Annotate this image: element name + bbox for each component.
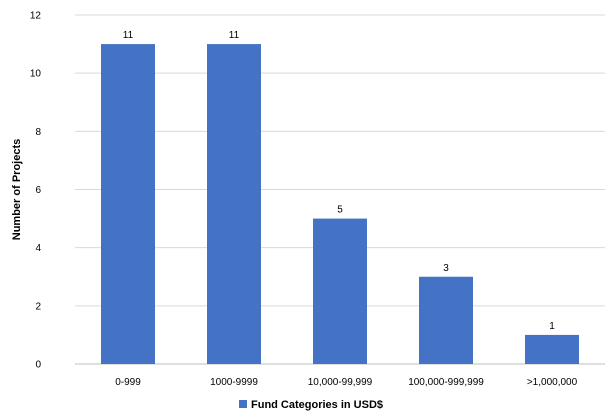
y-tick-label: 2 <box>35 301 41 312</box>
bar <box>419 276 473 364</box>
legend-swatch <box>239 400 247 408</box>
data-label: 3 <box>443 263 449 274</box>
data-labels: 11 11 5 3 1 <box>123 30 555 332</box>
bar <box>313 218 367 364</box>
data-label: 5 <box>337 205 343 216</box>
y-axis-title: Number of Projects <box>11 139 23 240</box>
y-tick-label: 6 <box>35 185 41 196</box>
x-tick-label: >1,000,000 <box>527 377 578 388</box>
data-label: 11 <box>229 30 240 41</box>
x-tick-label: 1000-9999 <box>210 377 258 388</box>
x-tick-label: 10,000-99,999 <box>308 377 373 388</box>
x-tick-label: 0-999 <box>115 377 141 388</box>
legend-label: Fund Categories in USD$ <box>251 399 383 411</box>
y-tick-label: 4 <box>35 243 41 254</box>
bar <box>525 334 579 364</box>
data-label: 11 <box>123 30 134 41</box>
x-tick-label: 100,000-999,999 <box>408 377 484 388</box>
y-tick-label: 12 <box>30 11 42 22</box>
bar <box>207 44 261 364</box>
y-tick-label: 0 <box>35 360 41 371</box>
legend: Fund Categories in USD$ <box>239 399 383 411</box>
y-tick-label: 10 <box>30 69 42 80</box>
data-label: 1 <box>549 321 555 332</box>
bar <box>101 44 155 364</box>
y-axis-ticks: 0 2 4 6 8 10 12 <box>30 11 42 371</box>
x-axis-ticks: 0-999 1000-9999 10,000-99,999 100,000-999,9… <box>115 377 577 388</box>
bars <box>101 44 579 364</box>
y-tick-label: 8 <box>35 127 41 138</box>
